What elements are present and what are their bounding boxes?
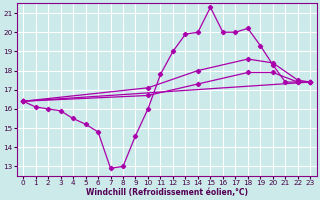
X-axis label: Windchill (Refroidissement éolien,°C): Windchill (Refroidissement éolien,°C) bbox=[86, 188, 248, 197]
